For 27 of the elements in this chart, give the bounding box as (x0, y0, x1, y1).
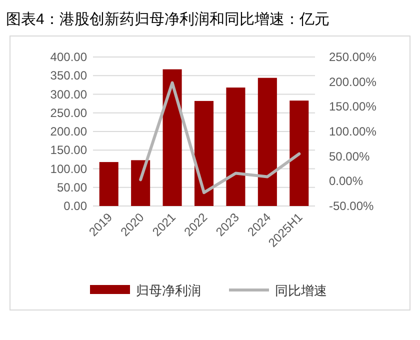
y2-tick-label: 50.00% (329, 149, 370, 164)
y2-tick-label: 0.00% (329, 174, 364, 188)
bar (226, 88, 246, 206)
y-tick-label: 0.00 (64, 199, 88, 213)
y-tick-label: 250.00 (50, 106, 88, 120)
y-tick-label: 300.00 (50, 87, 88, 102)
legend-label: 同比增速 (275, 283, 327, 298)
bar (162, 69, 182, 206)
y-tick-label: 400.00 (50, 50, 88, 64)
y2-tick-label: 150.00% (329, 100, 377, 114)
chart-title: 图表4：港股创新药归母净利润和同比增速：亿元 (6, 11, 330, 28)
bar (194, 100, 214, 206)
y-tick-label: 150.00 (50, 143, 88, 158)
legend-label: 归母净利润 (136, 283, 201, 298)
y-tick-label: 100.00 (50, 162, 88, 176)
bar (99, 162, 118, 206)
y2-tick-label: 200.00% (329, 74, 377, 89)
y2-tick-label: -50.00% (329, 199, 374, 213)
y-tick-label: 200.00 (50, 124, 88, 138)
bar (290, 100, 309, 206)
y-tick-label: 50.00 (56, 180, 88, 194)
bar (131, 160, 150, 206)
y2-tick-label: 250.00% (329, 50, 377, 64)
bar (258, 78, 277, 206)
line-series (139, 81, 301, 194)
y-tick-label: 350.00 (50, 68, 88, 83)
y2-tick-label: 100.00% (329, 124, 377, 138)
